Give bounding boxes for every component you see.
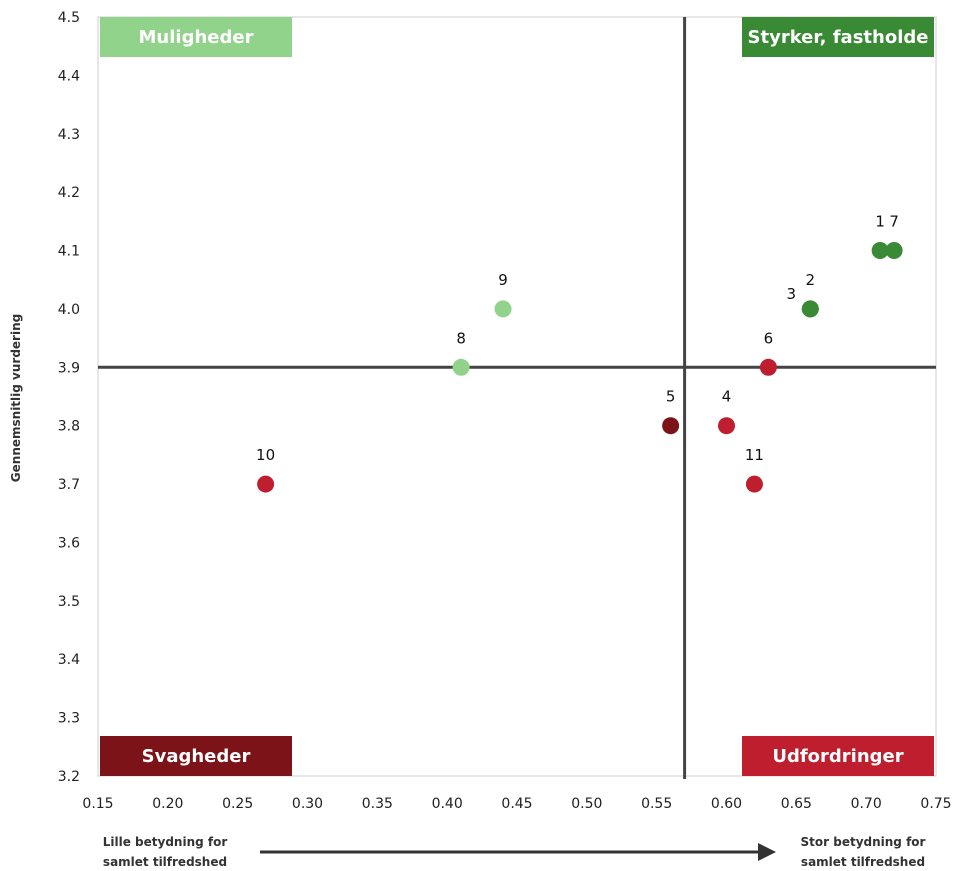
x-axis-title-left-line2: samlet tilfredshed xyxy=(103,855,227,869)
data-point-4 xyxy=(718,417,735,435)
quadrant-box-top-left xyxy=(100,17,292,57)
x-axis-title-right-line2: samlet tilfredshed xyxy=(801,855,925,869)
data-label-1: 1 xyxy=(875,213,885,231)
x-tick-label: 0.30 xyxy=(292,796,323,812)
x-tick-label: 0.40 xyxy=(432,796,463,812)
data-points: 1 7 23 9 8 6 5 4 11 10 xyxy=(256,213,903,493)
y-tick-label: 3.6 xyxy=(58,535,80,551)
quadrant-label-bottom-left: Svagheder xyxy=(142,746,251,767)
y-tick-label: 3.4 xyxy=(58,652,80,668)
y-tick-label: 4.1 xyxy=(58,244,80,260)
data-point-8 xyxy=(452,358,470,376)
x-tick-label: 0.25 xyxy=(222,796,253,812)
x-tick-label: 0.70 xyxy=(851,796,882,812)
x-tick-label: 0.75 xyxy=(920,796,951,812)
data-point-1 xyxy=(871,242,889,260)
x-axis-title-right-line1: Stor betydning for xyxy=(801,835,926,849)
x-tick-label: 0.65 xyxy=(781,796,812,812)
y-tick-label: 3.2 xyxy=(58,769,80,785)
quadrant-label-top-right: Styrker, fastholde xyxy=(748,27,929,48)
quadrant-box-bottom-right xyxy=(742,736,934,776)
x-tick-label: 0.35 xyxy=(362,796,393,812)
plot-area-border xyxy=(97,16,937,777)
y-tick-label: 3.9 xyxy=(58,360,80,376)
data-point-11 xyxy=(745,475,763,493)
x-tick-label: 0.15 xyxy=(82,796,113,812)
data-point-6 xyxy=(759,358,777,376)
y-tick-label: 3.8 xyxy=(58,419,80,435)
quadrant-label-top-left: Muligheder xyxy=(139,27,254,48)
data-point-7 xyxy=(885,242,903,260)
quadrant-dividers xyxy=(98,17,936,779)
y-tick-label: 3.7 xyxy=(58,477,80,493)
data-label-10: 10 xyxy=(256,446,275,464)
data-label-2: 2 xyxy=(806,271,816,289)
plot-frame xyxy=(97,16,937,777)
data-label-6: 6 xyxy=(764,329,774,347)
y-tick-label: 4.3 xyxy=(58,127,80,143)
quadrant-labels: Muligheder Styrker, fastholde Svagheder Udf… xyxy=(100,17,934,776)
y-tick-label: 4.5 xyxy=(58,10,80,26)
y-axis-ticks: 3.2 3.3 3.4 3.5 3.6 3.7 3.8 3.9 4.0 4.1 4.2 4.3 4.4 4… xyxy=(58,10,80,785)
quadrant-label-bottom-right: Udfordringer xyxy=(772,746,903,767)
data-point-9 xyxy=(494,300,512,318)
data-point-5 xyxy=(662,417,680,435)
data-label-11: 11 xyxy=(745,446,764,464)
data-point-3 xyxy=(801,300,819,318)
quadrant-box-top-right xyxy=(742,17,934,57)
x-tick-label: 0.60 xyxy=(711,796,742,812)
x-tick-label: 0.45 xyxy=(501,796,532,812)
x-axis-title-left-line1: Lille betydning for xyxy=(103,835,228,849)
y-axis-title: Gennemsnitlig vurdering xyxy=(9,314,23,482)
x-tick-label: 0.20 xyxy=(152,796,183,812)
x-axis-arrow-head xyxy=(758,843,776,861)
y-tick-label: 4.4 xyxy=(58,68,80,84)
y-tick-label: 4.0 xyxy=(58,302,80,318)
quadrant-box-bottom-left xyxy=(100,736,292,776)
data-label-4: 4 xyxy=(722,388,732,406)
data-label-9: 9 xyxy=(498,271,508,289)
data-label-5: 5 xyxy=(666,388,676,406)
y-tick-label: 3.3 xyxy=(58,711,80,727)
y-tick-label: 4.2 xyxy=(58,185,80,201)
y-tick-label: 3.5 xyxy=(58,594,80,610)
x-tick-label: 0.55 xyxy=(641,796,672,812)
data-label-3: 3 xyxy=(787,285,797,303)
x-axis-ticks: 0.15 0.20 0.25 0.30 0.35 0.40 0.45 0.50 0.55 0.60… xyxy=(82,796,951,812)
axis-titles: Gennemsnitlig vurdering Lille betydning … xyxy=(9,314,926,869)
data-label-7: 7 xyxy=(889,213,899,231)
data-point-10 xyxy=(257,475,275,493)
x-tick-label: 0.50 xyxy=(571,796,602,812)
data-label-8: 8 xyxy=(456,329,466,347)
